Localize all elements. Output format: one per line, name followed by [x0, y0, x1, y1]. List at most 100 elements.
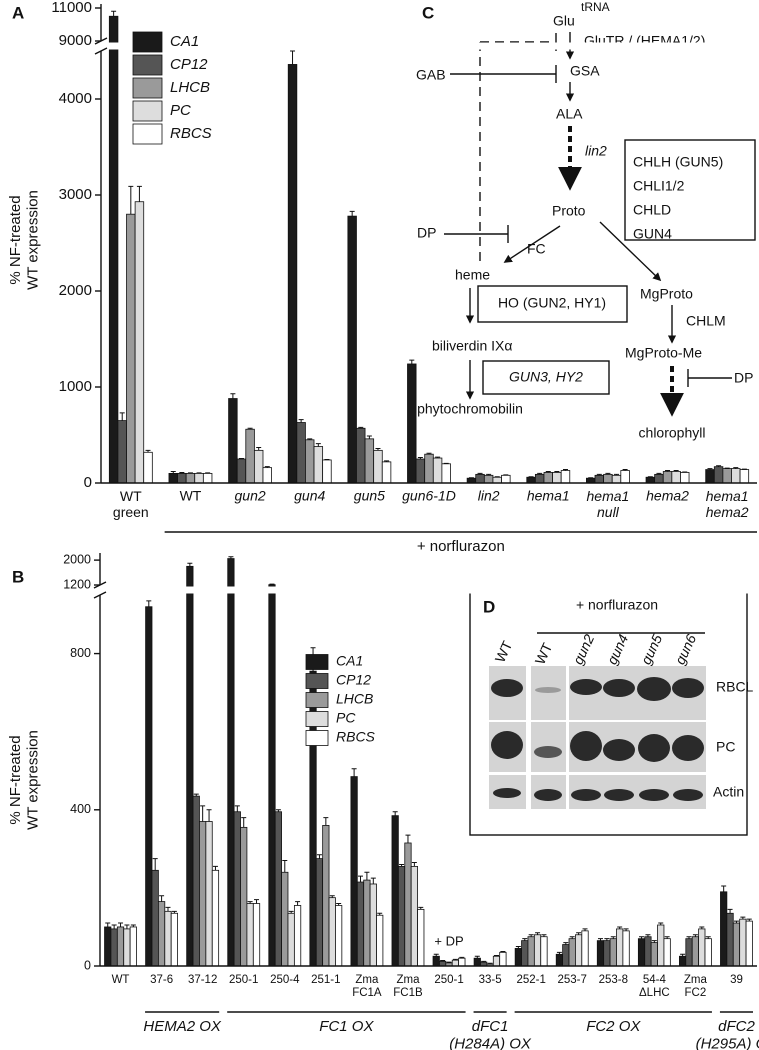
band [571, 789, 601, 801]
legend-swatch [132, 54, 163, 76]
bar [534, 473, 545, 484]
bar [745, 920, 753, 967]
bar [168, 472, 178, 484]
arrow [503, 225, 561, 263]
pathway-panel: C Glu tRNA GluTR / (HEMA1/2) GAB GSA ALA… [416, 0, 756, 441]
bar [432, 457, 443, 484]
bar [680, 472, 690, 484]
bar [685, 938, 693, 967]
axis-break [90, 586, 757, 594]
bar [373, 449, 383, 484]
error-bar [535, 932, 541, 935]
error-bar [665, 470, 671, 472]
error-bar [610, 936, 616, 939]
bar [233, 811, 241, 967]
error-bar [733, 467, 739, 469]
bar [492, 476, 502, 484]
bar [151, 869, 159, 967]
error-bar [639, 936, 645, 939]
bar [364, 438, 375, 484]
band [672, 735, 704, 761]
error-bar [187, 562, 193, 567]
x-tick-label: gun5 [354, 488, 385, 504]
error-bar [411, 862, 417, 867]
bar [194, 472, 204, 484]
error-bar [433, 953, 439, 957]
bar [671, 471, 681, 484]
error-bar [200, 805, 206, 822]
blot-panel: D + norflurazon WT WT gun2 gun4 gun5 gun… [469, 589, 754, 836]
bar [616, 928, 624, 967]
enzyme: CHLI1/2 [633, 178, 685, 194]
error-bar [623, 928, 629, 931]
error-bar [418, 906, 424, 910]
error-bar [146, 600, 152, 607]
error-bar [405, 834, 411, 843]
bar [177, 472, 187, 484]
bar [287, 64, 298, 484]
bar [281, 871, 289, 967]
bar [363, 879, 371, 967]
y-tick-label: 400 [70, 802, 91, 816]
legend-label: CA1 [336, 653, 363, 669]
bar [499, 951, 507, 967]
node: phytochromobilin [417, 401, 523, 417]
bar [145, 606, 153, 967]
bar [739, 918, 747, 967]
x-tick-label: gun4 [294, 488, 325, 504]
error-bar [440, 960, 446, 962]
node-sup: tRNA [581, 0, 610, 14]
error-bar [206, 809, 212, 822]
enzyme: CHLH (GUN5) [633, 154, 723, 170]
y-tick-label: 11000 [51, 0, 92, 16]
enzyme: CHLM [686, 313, 726, 329]
error-bar [522, 938, 528, 941]
bar [143, 451, 153, 484]
error-bar [288, 910, 294, 914]
legend-swatch [132, 123, 163, 145]
bar [739, 469, 750, 484]
bar [540, 936, 548, 967]
bar [555, 953, 564, 967]
error-bar [673, 470, 679, 472]
error-bar [656, 472, 662, 475]
lane-label: gun5 [638, 632, 666, 667]
error-bar [727, 908, 733, 914]
y-tick-label: 0 [84, 474, 92, 491]
bar [657, 924, 665, 967]
bar [192, 795, 200, 967]
bar [501, 474, 511, 484]
bar [262, 467, 272, 484]
x-tick-label: 251-1 [311, 974, 340, 986]
y-tick-label: 9000 [59, 32, 92, 49]
bar [313, 446, 324, 484]
y-tick-label: 0 [84, 958, 91, 972]
bar [704, 938, 712, 967]
inhibitor: DP [417, 225, 436, 241]
error-bar [212, 865, 218, 871]
error-bar [111, 924, 117, 929]
bar [713, 466, 724, 484]
bar [123, 928, 131, 967]
error-bar [605, 472, 611, 475]
band [604, 789, 634, 801]
band [491, 679, 523, 697]
error-bar [680, 953, 686, 957]
error-bar [474, 955, 480, 959]
error-bar [477, 472, 483, 475]
legend-swatch [132, 100, 163, 122]
bar [356, 881, 365, 967]
bar [116, 926, 125, 967]
y-tick-label: 2000 [59, 282, 92, 299]
bar [720, 891, 728, 967]
bar [322, 825, 330, 967]
bar [451, 959, 460, 967]
bar [679, 955, 687, 967]
band [672, 678, 704, 698]
band [638, 734, 670, 762]
band [570, 731, 602, 761]
legend-label: CP12 [170, 56, 208, 73]
error-bar [562, 469, 568, 471]
x-tick-label: gun6-1D [402, 488, 456, 504]
error-bar [130, 924, 136, 927]
